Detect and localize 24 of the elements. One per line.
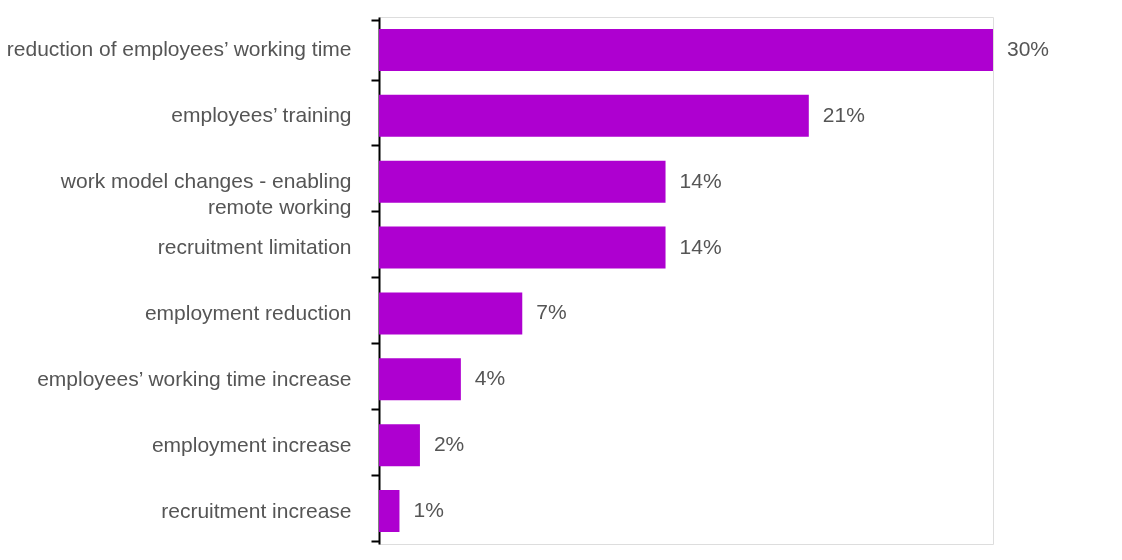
data-label: 30% [1007,36,1050,60]
data-label: 14% [679,168,722,192]
data-label: 1% [413,498,444,522]
y-tick-label: reduction of employees’ working time [6,37,352,61]
bar [379,424,420,467]
data-label: 14% [679,234,722,258]
data-label: 4% [474,366,506,390]
bar [379,94,809,137]
bar [379,160,666,203]
data-label: 2% [433,432,465,456]
bar [379,358,461,401]
y-tick-label: employment reduction [144,300,352,324]
y-tick-label: employment increase [151,432,352,456]
y-tick-label: recruitment limitation [157,235,352,259]
data-label: 21% [822,102,865,126]
bar [379,292,523,335]
data-label: 7% [536,300,567,324]
y-tick-label: work model changes - enabling remote working [59,169,352,219]
y-tick-label: recruitment increase [161,498,352,522]
bar [379,490,400,533]
bar [379,28,993,71]
y-tick-label: employees’ training [171,103,352,127]
bar [379,226,666,269]
y-tick-label: employees’ working time increase [37,366,352,390]
